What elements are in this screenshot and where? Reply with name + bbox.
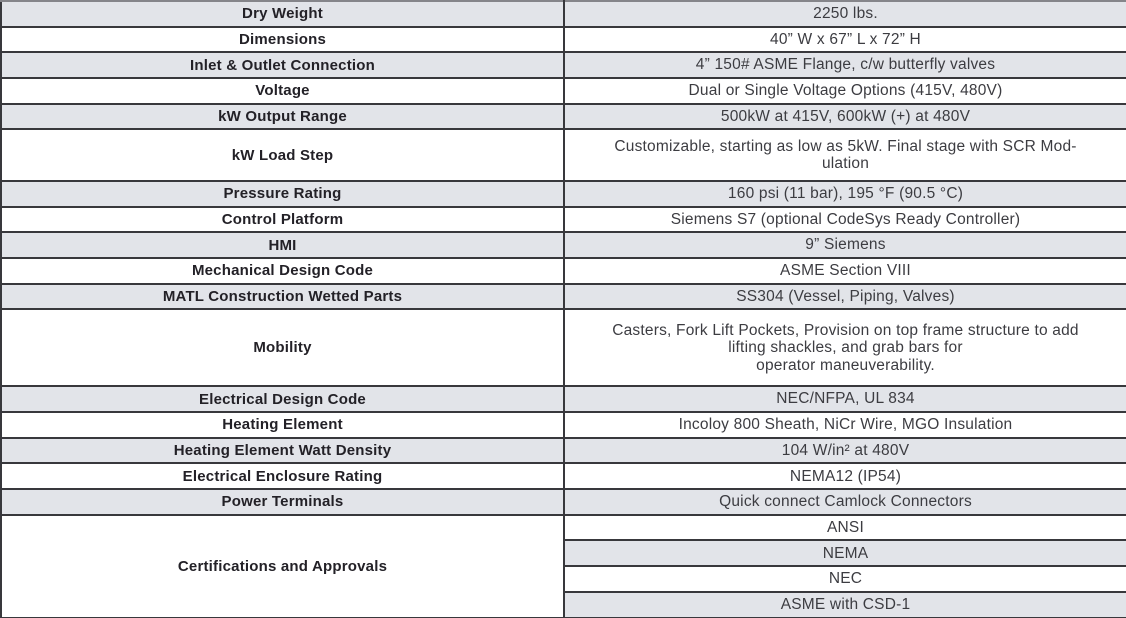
spec-row: ASME with CSD-1 bbox=[1, 590, 1126, 618]
spec-row: Pressure Rating 160 psi (11 bar), 195 °F … bbox=[0, 179, 1126, 208]
spec-row: Voltage Dual or Single Voltage Options (4… bbox=[0, 77, 1126, 105]
spec-value-cell: Casters, Fork Lift Pockets, Provision on… bbox=[563, 308, 1126, 388]
spec-value-cell: Incoloy 800 Sheath, NiCr Wire, MGO Insul… bbox=[563, 411, 1126, 439]
spec-row: Inlet & Outlet Connection 4” 150# ASME Fl… bbox=[0, 51, 1126, 80]
spec-row: Certifications and Approvals ANSI bbox=[0, 513, 1126, 618]
spec-value-cell: 104 W/in² at 480V bbox=[563, 436, 1126, 465]
spec-row: kW Output Range 500kW at 415V, 600kW (+) … bbox=[0, 102, 1126, 131]
spec-label-cell: Power Terminals bbox=[0, 488, 565, 516]
spec-label-cell: kW Output Range bbox=[0, 102, 565, 131]
spec-row: Electrical Design Code NEC/NFPA, UL 834 bbox=[0, 385, 1126, 414]
spec-value-cell: Customizable, starting as low as 5kW. Fi… bbox=[563, 128, 1126, 182]
spec-label-cell: kW Load Step bbox=[0, 128, 565, 182]
spec-row: Heating Element Watt Density 104 W/in² at… bbox=[0, 436, 1126, 465]
spec-value-cell: 4” 150# ASME Flange, c/w butterfly valve… bbox=[563, 51, 1126, 80]
spec-row: NEMA bbox=[1, 539, 1126, 568]
spec-label-cell: Dimensions bbox=[0, 25, 565, 54]
spec-value-cell: ANSI bbox=[563, 513, 1126, 542]
spec-label-cell: Inlet & Outlet Connection bbox=[0, 51, 565, 80]
spec-value-cell: 40” W x 67” L x 72” H bbox=[563, 25, 1126, 54]
spec-value-cell: SS304 (Vessel, Piping, Valves) bbox=[563, 282, 1126, 311]
spec-label-cell: Heating Element Watt Density bbox=[0, 436, 565, 465]
spec-value-cell: 2250 lbs. bbox=[563, 0, 1126, 28]
spec-label-cell: Voltage bbox=[0, 77, 565, 105]
spec-label-cell: Electrical Enclosure Rating bbox=[0, 462, 565, 491]
spec-row: Dry Weight 2250 lbs. bbox=[0, 0, 1126, 28]
spec-row: Mobility Casters, Fork Lift Pockets, Prov… bbox=[0, 308, 1126, 388]
spec-row: Power Terminals Quick connect Camlock Con… bbox=[0, 488, 1126, 516]
spec-row: kW Load Step Customizable, starting as lo… bbox=[0, 128, 1126, 182]
spec-row: Heating Element Incoloy 800 Sheath, NiCr … bbox=[0, 411, 1126, 439]
spec-row: Mechanical Design Code ASME Section VIII bbox=[0, 256, 1126, 285]
spec-row: HMI 9” Siemens bbox=[0, 231, 1126, 259]
spec-row: Electrical Enclosure Rating NEMA12 (IP54) bbox=[0, 462, 1126, 491]
spec-value-cell: 9” Siemens bbox=[563, 231, 1126, 259]
spec-value-cell: NEC bbox=[563, 565, 1126, 593]
spec-value-cell: Siemens S7 (optional CodeSys Ready Contr… bbox=[563, 205, 1126, 234]
spec-value-cell: ASME with CSD-1 bbox=[563, 590, 1126, 618]
spec-label-cell: Mobility bbox=[0, 308, 565, 388]
spec-label-cell: Mechanical Design Code bbox=[0, 256, 565, 285]
spec-value-cell: NEMA12 (IP54) bbox=[563, 462, 1126, 491]
spec-row: MATL Construction Wetted Parts SS304 (Ves… bbox=[0, 282, 1126, 311]
spec-label-cell: Control Platform bbox=[0, 205, 565, 234]
spec-value-cell: Quick connect Camlock Connectors bbox=[563, 488, 1126, 516]
spec-label-cell: HMI bbox=[0, 231, 565, 259]
spec-value-cell: ASME Section VIII bbox=[563, 256, 1126, 285]
spec-value-cell: NEMA bbox=[563, 539, 1126, 568]
spec-label-cell: Heating Element bbox=[0, 411, 565, 439]
spec-value-cell: 160 psi (11 bar), 195 °F (90.5 °C) bbox=[563, 179, 1126, 208]
spec-row: Dimensions 40” W x 67” L x 72” H bbox=[0, 25, 1126, 54]
spec-value-cell: NEC/NFPA, UL 834 bbox=[563, 385, 1126, 414]
spec-label-cell: Certifications and Approvals bbox=[0, 513, 565, 618]
spec-label-cell: MATL Construction Wetted Parts bbox=[0, 282, 565, 311]
spec-value-cell: 500kW at 415V, 600kW (+) at 480V bbox=[563, 102, 1126, 131]
spec-label-cell: Electrical Design Code bbox=[0, 385, 565, 414]
spec-row: Control Platform Siemens S7 (optional Cod… bbox=[0, 205, 1126, 234]
spec-label-cell: Pressure Rating bbox=[0, 179, 565, 208]
spec-label-cell: Dry Weight bbox=[0, 0, 565, 28]
spec-value-cell: Dual or Single Voltage Options (415V, 48… bbox=[563, 77, 1126, 105]
